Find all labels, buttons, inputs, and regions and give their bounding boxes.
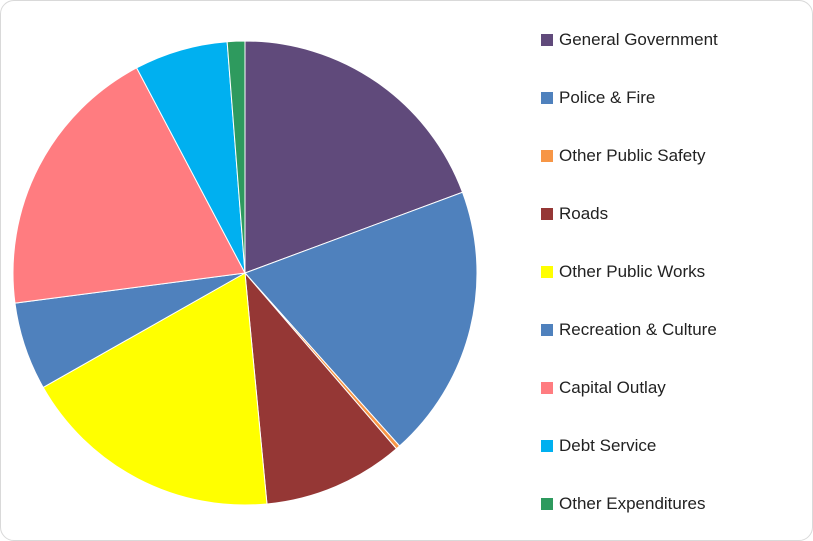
pie-slice-roads — [244, 271, 398, 505]
pie-slice-capital-outlay — [12, 67, 246, 304]
legend-label: Debt Service — [559, 436, 657, 455]
legend-label: General Government — [559, 30, 718, 49]
pie-slice-general-government — [244, 40, 464, 274]
legend-swatch — [541, 150, 553, 162]
legend-item-other-public-works: Other Public Works — [541, 260, 705, 284]
legend-label: Other Public Safety — [559, 146, 706, 165]
legend-label: Recreation & Culture — [559, 320, 717, 339]
legend-label: Other Expenditures — [559, 494, 706, 513]
legend-item-other-public-safety: Other Public Safety — [541, 144, 705, 168]
legend-swatch — [541, 382, 553, 394]
legend-swatch — [541, 34, 553, 46]
pie-slice-police-fire — [244, 191, 478, 447]
pie-slice-other-expenditures — [226, 40, 246, 274]
legend-swatch — [541, 324, 553, 336]
legend-swatch — [541, 498, 553, 510]
legend-item-debt-service: Debt Service — [541, 434, 656, 458]
legend-label: Other Public Works — [559, 262, 706, 281]
legend-label: Capital Outlay — [559, 378, 666, 397]
legend-item-general-government: General Government — [541, 28, 718, 52]
legend-label: Roads — [559, 204, 609, 223]
legend-swatch — [541, 92, 553, 104]
legend-item-other-expenditures: Other Expenditures — [541, 492, 705, 516]
legend-item-police-fire: Police & Fire — [541, 86, 655, 110]
legend-item-capital-outlay: Capital Outlay — [541, 376, 666, 400]
pie-slice-other-public-works — [42, 272, 268, 506]
legend-swatch — [541, 266, 553, 278]
legend-swatch — [541, 440, 553, 452]
legend-label: Police & Fire — [559, 88, 656, 107]
legend-swatch — [541, 208, 553, 220]
legend-item-roads: Roads — [541, 202, 608, 226]
legend-item-recreation-culture: Recreation & Culture — [541, 318, 717, 342]
